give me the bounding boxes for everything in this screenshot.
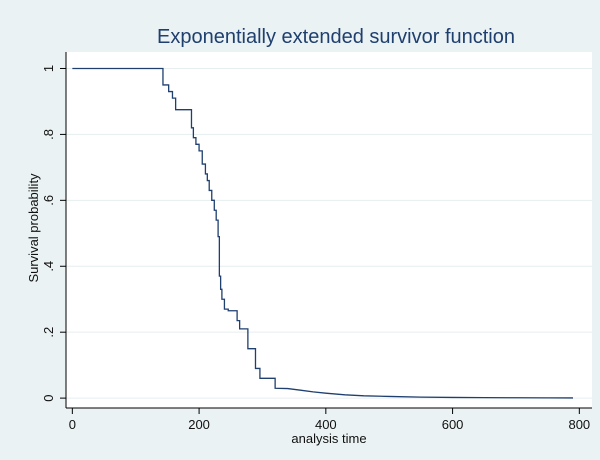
y-tick-label: .4 xyxy=(41,261,56,272)
chart-title: Exponentially extended survivor function xyxy=(157,26,515,48)
x-tick-label: 400 xyxy=(315,417,337,432)
y-axis: 0 .2 .4 .6 .8 1 xyxy=(41,52,67,408)
x-tick-label: 800 xyxy=(568,417,590,432)
y-tick-label: .2 xyxy=(41,327,56,338)
survival-curve xyxy=(72,67,573,399)
y-tick-label: .8 xyxy=(41,129,56,140)
x-axis: 0 200 400 600 800 xyxy=(66,407,592,432)
y-tick-label: .6 xyxy=(41,195,56,206)
gridlines xyxy=(66,67,592,399)
y-tick-label: 0 xyxy=(41,394,56,401)
x-tick-label: 600 xyxy=(442,417,464,432)
x-tick-label: 0 xyxy=(69,417,76,432)
x-tick-label: 200 xyxy=(188,417,210,432)
x-axis-label: analysis time xyxy=(291,431,366,446)
plot-area xyxy=(66,52,592,408)
y-tick-label: 1 xyxy=(41,65,56,72)
y-axis-label: Survival probability xyxy=(26,173,41,283)
